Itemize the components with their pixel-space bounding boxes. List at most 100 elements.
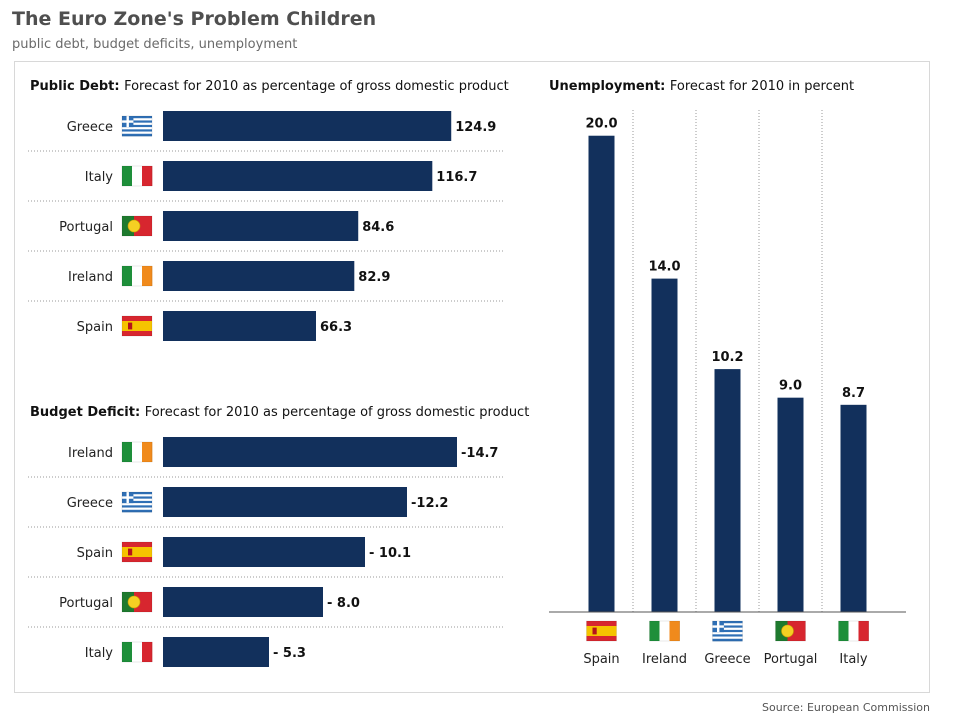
flag-border xyxy=(121,491,153,513)
flag-stripe xyxy=(122,166,133,186)
category-label: Portugal xyxy=(59,596,113,611)
public-debt-chart: Greece 124.9 Italy 116.7 Portugal 84.6 Ireland… xyxy=(28,111,505,341)
budget-deficit-chart: Ireland -14.7 Greece -12.2 Spain - 10.1 Portug… xyxy=(28,437,505,667)
flag-border xyxy=(121,591,153,613)
flag-stripe xyxy=(122,496,152,499)
flag-stripe xyxy=(122,500,152,504)
public-debt-title-text: Forecast for 2010 as percentage of gross… xyxy=(124,79,509,94)
bar xyxy=(840,404,867,612)
flag-stripe xyxy=(712,623,743,626)
flag-stripe xyxy=(712,638,743,642)
flag-stripe xyxy=(132,266,143,286)
greece-flag-icon xyxy=(121,115,153,137)
flag-border xyxy=(121,441,153,463)
flag-cross xyxy=(122,120,134,123)
flag-stripe xyxy=(712,621,743,624)
bar xyxy=(163,261,355,291)
flag-border xyxy=(121,315,153,337)
unemployment-title: Unemployment: Forecast for 2010 in perce… xyxy=(549,79,854,94)
flag-border xyxy=(121,215,153,237)
flag-stripe xyxy=(122,498,152,502)
page-title: The Euro Zone's Problem Children xyxy=(12,8,377,30)
bar xyxy=(163,637,269,667)
flag-stripe xyxy=(712,634,743,637)
flag-stripe xyxy=(712,629,743,633)
flag-stripe xyxy=(122,266,133,286)
bar xyxy=(163,311,316,341)
flag-stripe xyxy=(669,621,680,641)
unemployment-title-bold: Unemployment: xyxy=(549,79,670,94)
value-label: 116.7 xyxy=(436,170,477,185)
category-label: Greece xyxy=(67,120,113,135)
category-label: Ireland xyxy=(68,446,113,461)
category-label: Italy xyxy=(85,170,114,185)
bar xyxy=(163,537,365,567)
bar xyxy=(163,211,359,241)
value-label: -12.2 xyxy=(411,496,448,511)
flag-stripe xyxy=(132,642,143,662)
category-label: Portugal xyxy=(59,220,113,235)
flag-border xyxy=(121,115,153,137)
portugal-flag-icon xyxy=(121,591,153,613)
public-debt-title-bold: Public Debt: xyxy=(30,79,124,94)
flag-emblem xyxy=(592,627,597,635)
flag-stripe xyxy=(122,547,152,557)
italy-flag-icon xyxy=(838,620,869,642)
flag-stripe xyxy=(134,216,152,236)
flag-stripe xyxy=(712,625,743,628)
flag-stripe xyxy=(122,124,152,128)
greece-flag-icon xyxy=(712,620,743,642)
flag-border xyxy=(121,265,153,287)
bar xyxy=(163,111,452,141)
value-label: -14.7 xyxy=(461,446,498,461)
flag-stripe xyxy=(122,494,152,497)
page-subtitle: public debt, budget deficits, unemployme… xyxy=(12,37,298,52)
category-label: Ireland xyxy=(68,270,113,285)
flag-stripe xyxy=(142,166,153,186)
flag-cross xyxy=(122,496,134,499)
bar xyxy=(163,437,457,467)
flag-stripe xyxy=(122,116,152,119)
bar xyxy=(163,487,407,517)
category-label: Ireland xyxy=(642,652,687,667)
flag-stripe xyxy=(132,442,143,462)
bar xyxy=(163,587,323,617)
category-label: Greece xyxy=(67,496,113,511)
budget-deficit-title-bold: Budget Deficit: xyxy=(30,405,145,420)
flag-border xyxy=(121,541,153,563)
value-label: 9.0 xyxy=(779,379,802,394)
italy-flag-icon xyxy=(121,641,153,663)
flag-stripe xyxy=(712,632,743,635)
flag-stripe xyxy=(122,442,133,462)
portugal-flag-icon xyxy=(775,620,806,642)
category-label: Portugal xyxy=(764,652,818,667)
flag-stripe xyxy=(649,621,660,641)
flag-stripe xyxy=(122,120,152,123)
flag-stripe xyxy=(122,509,152,513)
flag-stripe xyxy=(848,621,859,641)
flag-stripe xyxy=(122,503,152,506)
unemployment-chart: 20.0 Spain 14.0 Ireland 10.2 Greece 9.0 Portuga… xyxy=(549,110,906,667)
bar xyxy=(777,397,804,612)
category-label: Italy xyxy=(85,646,114,661)
portugal-flag-icon xyxy=(121,215,153,237)
flag-stripe xyxy=(838,621,849,641)
flag-stripe xyxy=(122,127,152,130)
greece-flag-icon xyxy=(121,491,153,513)
flag-emblem xyxy=(781,624,794,638)
flag-cross xyxy=(712,625,724,628)
flag-border xyxy=(712,620,743,642)
unemployment-title-text: Forecast for 2010 in percent xyxy=(670,79,854,94)
flag-border xyxy=(775,620,806,642)
flag-stripe xyxy=(122,131,152,135)
flag-stripe xyxy=(712,627,743,631)
category-label: Italy xyxy=(839,652,868,667)
flag-stripe xyxy=(142,266,153,286)
flag-border xyxy=(649,620,680,642)
bar xyxy=(714,369,741,612)
budget-deficit-title: Budget Deficit: Forecast for 2010 as per… xyxy=(30,405,529,420)
spain-flag-icon xyxy=(586,620,617,642)
flag-stripe xyxy=(122,129,152,132)
flag-emblem xyxy=(127,595,141,609)
